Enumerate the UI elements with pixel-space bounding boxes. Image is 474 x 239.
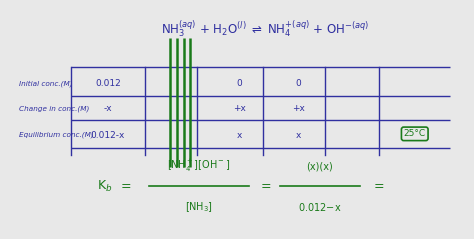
Text: =: = xyxy=(260,180,271,193)
Text: [NH$_4^+$][OH$^-$]: [NH$_4^+$][OH$^-$] xyxy=(167,158,231,174)
Text: 0: 0 xyxy=(237,79,242,88)
Text: Initial conc.(M): Initial conc.(M) xyxy=(19,80,73,87)
Text: x: x xyxy=(237,130,242,140)
Text: -x: -x xyxy=(103,104,112,113)
Text: [NH$_3$]: [NH$_3$] xyxy=(185,200,213,214)
Text: 0.012-x: 0.012-x xyxy=(91,130,125,140)
Text: +x: +x xyxy=(233,104,246,113)
Text: NH$_3^{(aq)}$ + H$_2$O$^{(l)}$ $\rightleftharpoons$ NH$_4^{+(aq)}$ + OH$^{-(aq)}: NH$_3^{(aq)}$ + H$_2$O$^{(l)}$ $\rightle… xyxy=(161,18,370,39)
Text: 0.012$-$x: 0.012$-$x xyxy=(298,201,342,213)
Text: 0: 0 xyxy=(296,79,301,88)
Text: 0.012: 0.012 xyxy=(95,79,121,88)
Text: x: x xyxy=(296,130,301,140)
Text: =: = xyxy=(374,180,384,193)
Text: +x: +x xyxy=(292,104,305,113)
Text: Equilibrium conc.(M): Equilibrium conc.(M) xyxy=(19,132,94,138)
Text: 25°C: 25°C xyxy=(404,129,426,138)
Text: K$_b$: K$_b$ xyxy=(97,179,112,194)
Text: Change in conc.(M): Change in conc.(M) xyxy=(19,105,89,112)
Text: =: = xyxy=(120,180,131,193)
Text: (x)(x): (x)(x) xyxy=(307,161,333,171)
